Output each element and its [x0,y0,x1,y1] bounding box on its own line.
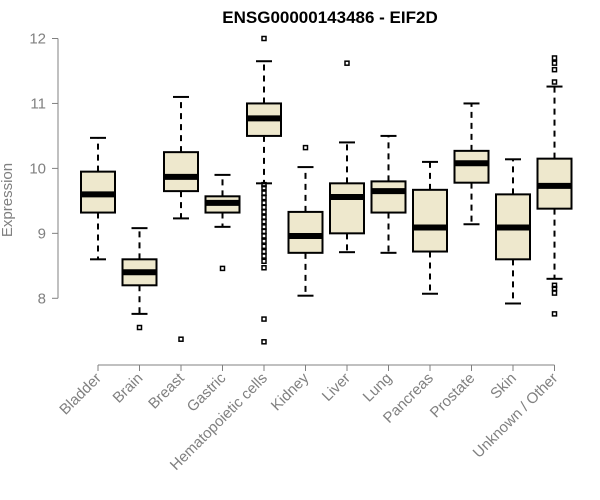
outlier-point [261,218,267,225]
y-tick-label: 9 [38,225,46,242]
box-iqr [453,149,490,184]
box-iqr [287,210,324,254]
outlier-point [261,253,267,259]
outlier-point [261,200,267,206]
outlier-point [551,66,558,73]
outlier-point [261,248,267,255]
outlier-point [302,144,309,151]
y-tick-label: 10 [29,160,46,177]
outlier-point [136,324,143,331]
outlier-point [551,311,558,317]
outlier-point [261,258,267,265]
x-tick-label: Lung [360,370,396,406]
x-tick-label: Bladder [56,370,105,419]
box-iqr [163,151,199,193]
y-tick-label: 11 [30,95,46,112]
outlier-point [261,204,267,211]
x-tick-label: Liver [319,370,354,405]
outlier-point [261,209,267,215]
x-tick-label: Brain [110,370,147,407]
outlier-point [219,265,226,272]
outlier-point [261,214,267,220]
chart-title: ENSG00000143486 - EIF2D [222,8,437,27]
y-tick-label: 8 [38,290,46,307]
outlier-point [261,339,267,345]
outlier-point [261,233,267,239]
outlier-point [551,285,558,292]
outlier-point [551,55,558,61]
outlier-point [261,35,267,42]
outlier-point [261,316,267,322]
outlier-point [551,290,558,296]
outlier-point [261,243,267,250]
outlier-point [261,228,267,235]
outlier-point [261,224,267,230]
box-iqr [412,188,448,253]
outlier-point [551,282,558,289]
outlier-point [261,190,267,196]
x-tick-label: Kidney [268,369,313,414]
outlier-point [178,336,184,342]
x-tick-label: Prostate [427,370,479,422]
outlier-point [344,60,350,66]
y-tick-label: 12 [29,30,46,47]
outlier-point [261,238,267,244]
box-iqr [329,182,365,235]
outlier-point [261,185,267,191]
x-tick-label: Skin [487,370,520,403]
outlier-point [261,181,267,188]
box-iqr [370,180,407,214]
outlier-point [261,265,267,271]
outlier-point [551,60,558,66]
y-axis-label: Expression [0,163,16,237]
outlier-point [551,79,558,85]
x-tick-label: Breast [145,369,188,412]
outlier-point [261,194,267,201]
